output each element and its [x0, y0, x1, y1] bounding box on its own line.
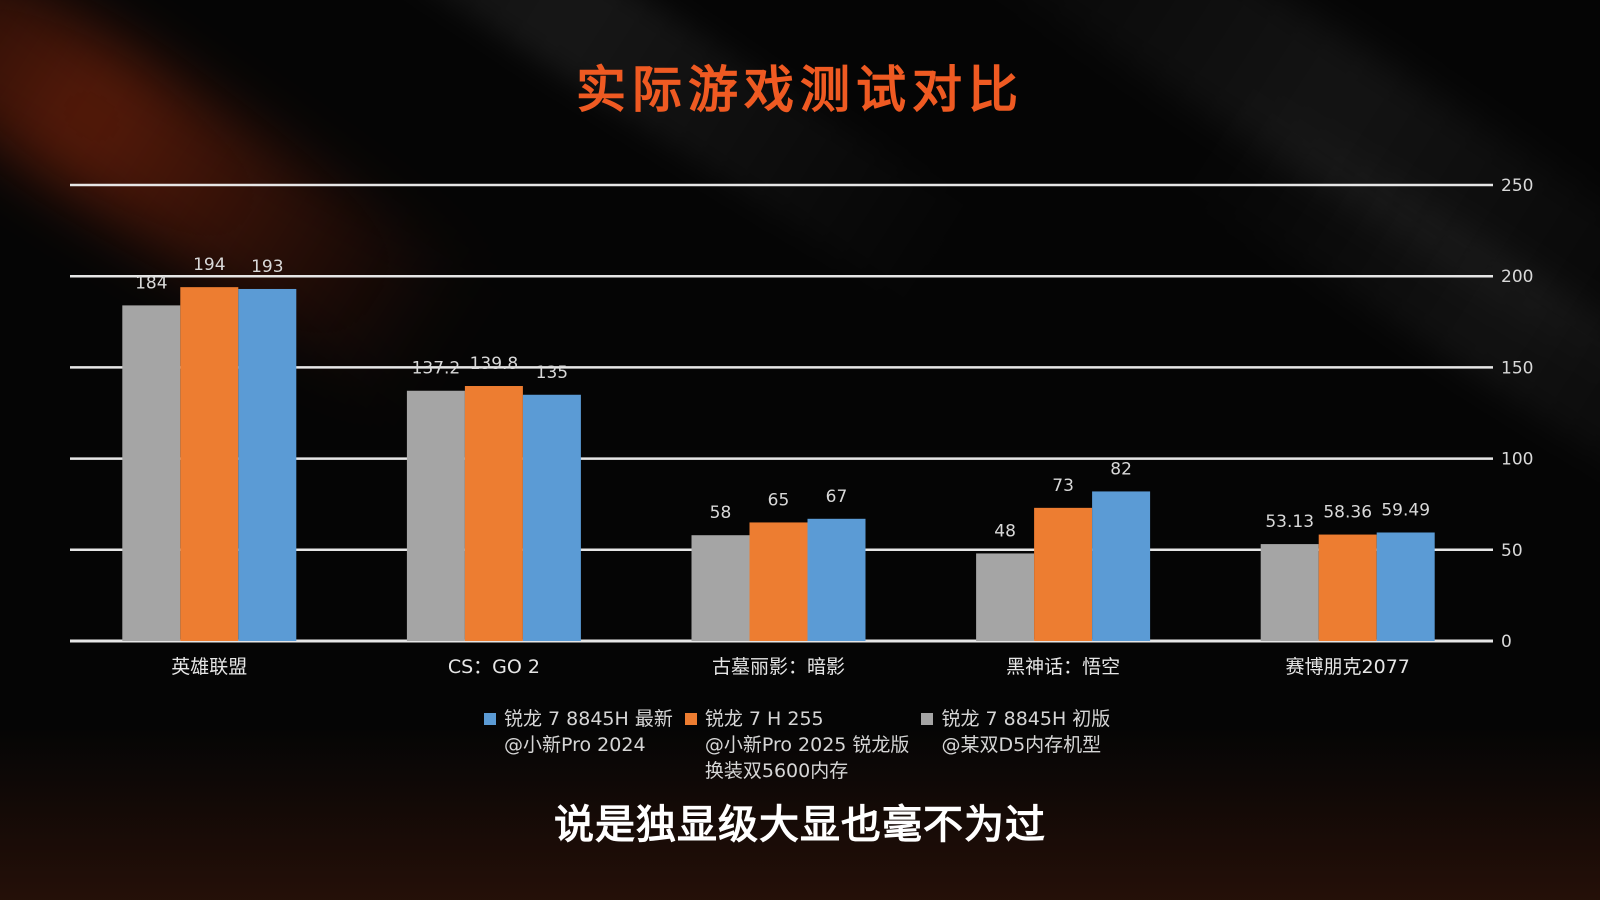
y-tick-label: 200 [1501, 267, 1533, 287]
data-label: 137.2 [412, 359, 461, 379]
legend-label-line: 锐龙 7 8845H 初版 [941, 708, 1111, 730]
bar [1092, 491, 1151, 641]
data-label: 48 [994, 521, 1016, 541]
bar [1376, 532, 1435, 641]
bar [749, 522, 808, 641]
data-label: 58.36 [1323, 503, 1372, 523]
legend-item: 锐龙 7 H 255 @小新Pro 2025 锐龙版 换装双5600内存 [684, 706, 910, 784]
x-category-label: 黑神话：悟空 [1006, 656, 1120, 678]
data-label: 193 [251, 257, 283, 277]
y-tick-label: 250 [1501, 176, 1533, 196]
bottom-glow [0, 730, 1600, 900]
legend-label-line: 换装双5600内存 [704, 760, 849, 782]
legend-label-line: 锐龙 7 8845H 最新 [504, 708, 673, 730]
bar [522, 394, 581, 641]
legend-item: 锐龙 7 8845H 初版 @某双D5内存机型 [921, 706, 1110, 784]
legend-label-line: @小新Pro 2025 锐龙版 [704, 734, 910, 756]
data-label: 59.49 [1381, 500, 1430, 520]
bar [122, 305, 181, 641]
y-tick-label: 100 [1501, 450, 1533, 470]
legend-label: 锐龙 7 8845H 最新 @小新Pro 2024 [504, 706, 673, 758]
bar [1318, 534, 1377, 641]
legend-swatch [921, 713, 934, 725]
x-category-label: 赛博朋克2077 [1286, 656, 1410, 678]
data-label: 73 [1052, 476, 1074, 496]
chart-title: 实际游戏测试对比 [576, 61, 1024, 119]
x-category-label: 英雄联盟 [171, 656, 247, 678]
data-label: 53.13 [1265, 512, 1314, 532]
legend-item: 锐龙 7 8845H 最新 @小新Pro 2024 [484, 706, 673, 784]
subtitle-caption: 说是独显级大显也毫不为过 [554, 802, 1046, 848]
x-category-label: CS：GO 2 [448, 656, 540, 678]
data-label: 184 [135, 273, 167, 293]
data-label: 82 [1110, 459, 1132, 479]
data-label: 58 [710, 503, 732, 523]
legend-label: 锐龙 7 8845H 初版 @某双D5内存机型 [941, 706, 1110, 758]
y-tick-label: 50 [1501, 541, 1523, 561]
chart-legend: 锐龙 7 8845H 最新 @小新Pro 2024 锐龙 7 H 255 @小新Pro… [484, 706, 1122, 784]
legend-label: 锐龙 7 H 255 @小新Pro 2025 锐龙版 换装双5600内存 [705, 706, 910, 784]
bar [406, 390, 465, 641]
data-label: 135 [536, 363, 568, 383]
legend-swatch [484, 713, 496, 725]
bar [180, 287, 239, 641]
legend-label-line: 锐龙 7 H 255 [704, 708, 824, 730]
bar [1034, 507, 1093, 641]
legend-swatch [684, 713, 697, 725]
bar [238, 288, 297, 641]
data-label: 139.8 [470, 354, 519, 374]
y-tick-label: 0 [1501, 632, 1512, 652]
bar [464, 386, 523, 641]
legend-label-line: @小新Pro 2024 [504, 734, 646, 756]
x-category-label: 古墓丽影：暗影 [712, 656, 845, 678]
bar [1260, 544, 1319, 641]
data-label: 65 [768, 490, 790, 510]
data-label: 67 [826, 487, 848, 507]
data-label: 194 [193, 255, 225, 275]
bar [691, 535, 750, 641]
bar [976, 553, 1035, 641]
bar [807, 518, 866, 641]
legend-label-line: @某双D5内存机型 [941, 734, 1102, 756]
y-tick-label: 150 [1501, 358, 1533, 378]
